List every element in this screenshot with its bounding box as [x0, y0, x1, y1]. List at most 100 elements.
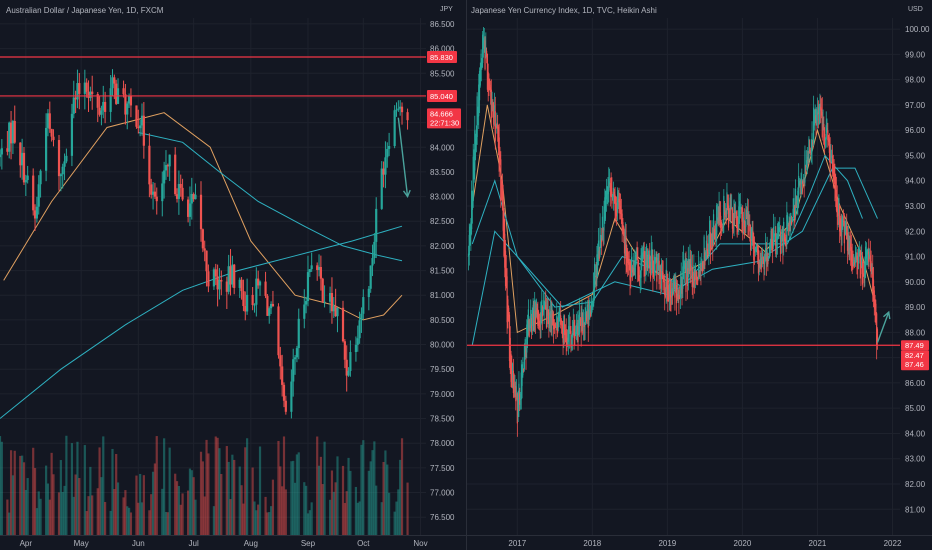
- candle-body: [150, 184, 153, 195]
- candle-body: [505, 268, 507, 285]
- candle-body: [336, 307, 339, 317]
- candle-body: [816, 110, 818, 121]
- right-chart-panel[interactable]: Japanese Yen Currency Index, 1D, TVC, He…: [467, 6, 900, 535]
- volume-bar: [356, 502, 359, 535]
- volume-bar: [59, 460, 62, 535]
- volume-bar: [388, 492, 391, 535]
- candle-body: [343, 341, 346, 360]
- level-badge: [901, 340, 929, 351]
- candle-body: [471, 192, 474, 210]
- left-price-axis[interactable]: JPY 86.50086.00085.50085.00084.50084.000…: [426, 0, 466, 535]
- candle-body: [764, 247, 767, 260]
- candle-body: [677, 293, 679, 297]
- candle-body: [611, 191, 613, 204]
- candle-body: [535, 299, 537, 317]
- candle-body: [246, 294, 249, 312]
- candle-body: [522, 361, 524, 376]
- volume-bar: [400, 438, 404, 535]
- candle-body: [633, 268, 635, 276]
- candle-body: [586, 313, 588, 322]
- candle-body: [635, 251, 637, 261]
- arrow-head: [402, 189, 411, 199]
- candle-body: [673, 277, 675, 287]
- candle-body: [862, 273, 864, 276]
- candle-body: [537, 311, 539, 326]
- candle-body: [111, 77, 114, 89]
- candle-body: [733, 200, 735, 225]
- candle-body: [168, 154, 171, 167]
- candle-body: [759, 261, 761, 268]
- candle-body: [566, 337, 568, 347]
- candle-body: [753, 236, 755, 261]
- candle-body: [698, 271, 700, 278]
- candle-body: [800, 178, 802, 185]
- candle-body: [216, 276, 219, 290]
- volume-bar: [116, 482, 120, 535]
- candle-body: [712, 214, 715, 243]
- candle-body: [694, 273, 696, 280]
- left-time-axis[interactable]: Apr May Jun Jul Aug Sep Oct Nov: [20, 539, 428, 548]
- right-time-axis[interactable]: 2017 2018 2019 2020 2021 2022: [508, 539, 902, 548]
- candle-body: [542, 307, 544, 312]
- candle-body: [683, 265, 686, 269]
- candle-body: [829, 145, 831, 169]
- candle-body: [556, 316, 558, 328]
- volume-bar: [50, 452, 53, 535]
- candle-body: [702, 267, 704, 269]
- candle-body: [694, 265, 697, 277]
- candle-body: [798, 180, 801, 186]
- left-chart-panel[interactable]: Australian Dollar / Japanese Yen, 1D, FX…: [0, 6, 426, 535]
- volume-bar: [295, 454, 299, 535]
- volume-bar: [201, 461, 204, 535]
- candle-body: [519, 399, 522, 401]
- candle-body: [834, 174, 836, 190]
- candle-body: [634, 261, 636, 272]
- volume-bar: [72, 496, 75, 535]
- candle-body: [853, 262, 856, 264]
- candle-body: [8, 122, 11, 152]
- volume-bar: [238, 466, 241, 535]
- left-axis-bg: [426, 0, 466, 535]
- y-tick-label: 79.500: [430, 365, 455, 374]
- y-tick-label: 77.000: [430, 489, 455, 498]
- candle-body: [277, 306, 280, 356]
- volume-bar: [104, 501, 107, 535]
- candle-body: [641, 252, 643, 267]
- candle-body: [231, 264, 234, 285]
- candle-body: [818, 107, 820, 114]
- volume-bar: [264, 496, 267, 535]
- candle-body: [776, 236, 778, 240]
- candle-body: [863, 274, 865, 283]
- candle-body: [853, 259, 855, 266]
- candle-body: [697, 264, 700, 280]
- right-price-axis[interactable]: USD 100.00 99.00 98.00 97.00 96.00 95.00 94.00…: [900, 0, 932, 535]
- candle-body: [570, 330, 572, 348]
- candle-body: [497, 124, 499, 129]
- candle-body: [321, 278, 324, 303]
- candle-body: [227, 266, 230, 292]
- candle-body: [482, 38, 485, 49]
- candle-body: [386, 148, 389, 158]
- candle-body: [142, 115, 145, 146]
- candle-body: [580, 319, 582, 333]
- candle-body: [137, 126, 140, 129]
- candle-body: [549, 315, 551, 321]
- candle-body: [795, 201, 797, 208]
- candle-body: [491, 101, 493, 104]
- candle-body: [727, 205, 730, 228]
- candle-body: [697, 277, 699, 281]
- x-tick-label: Jun: [132, 539, 145, 548]
- candle-body: [788, 216, 790, 226]
- candle-body: [624, 229, 626, 243]
- candle-body: [292, 359, 295, 382]
- candle-body: [594, 275, 596, 277]
- left-chart-title: Australian Dollar / Japanese Yen, 1D, FX…: [6, 6, 164, 15]
- candle-body: [627, 259, 630, 265]
- left-projection-arrow: [397, 117, 411, 199]
- candle-body: [751, 228, 753, 234]
- candle-body: [790, 219, 793, 224]
- candle-body: [783, 233, 786, 241]
- volume-bar: [61, 491, 64, 535]
- volume-bar: [220, 473, 223, 535]
- candle-body: [640, 255, 642, 278]
